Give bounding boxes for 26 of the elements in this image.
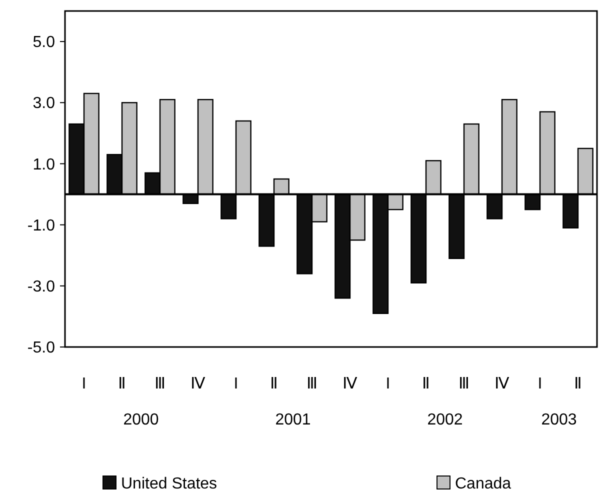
x-tick-label: Ⅱ	[574, 376, 582, 393]
y-tick-label: -1.0	[27, 217, 56, 234]
text: 2000	[123, 412, 159, 429]
x-tick-label: I	[82, 376, 86, 393]
text: 2002	[427, 412, 463, 429]
legend-label: United States	[121, 476, 218, 493]
x-tick-label: Ⅳ	[190, 376, 206, 393]
x-tick-label: I	[538, 376, 542, 393]
x-tick-label: Ⅲ	[458, 376, 470, 393]
x-tick-label: Ⅲ	[154, 376, 166, 393]
x-tick-label: I	[386, 376, 390, 393]
y-tick-label: 1.0	[32, 156, 56, 174]
x-tick-label: Ⅲ	[306, 376, 318, 393]
legend-label: Canada	[455, 476, 512, 493]
y-tick-label: -5.0	[27, 340, 56, 357]
text: 2001	[275, 412, 311, 429]
text: 2003	[541, 412, 577, 429]
x-tick-label: Ⅳ	[342, 376, 358, 393]
x-tick-label: Ⅳ	[494, 376, 510, 393]
x-tick-label: I	[234, 376, 238, 393]
y-tick-label: 5.0	[32, 34, 56, 52]
x-tick-label: Ⅱ	[118, 376, 126, 393]
x-tick-label: Ⅱ	[422, 376, 430, 393]
x-tick-label: Ⅱ	[270, 376, 278, 393]
y-tick-label: -3.0	[27, 278, 56, 296]
y-tick-label: 3.0	[32, 95, 56, 112]
